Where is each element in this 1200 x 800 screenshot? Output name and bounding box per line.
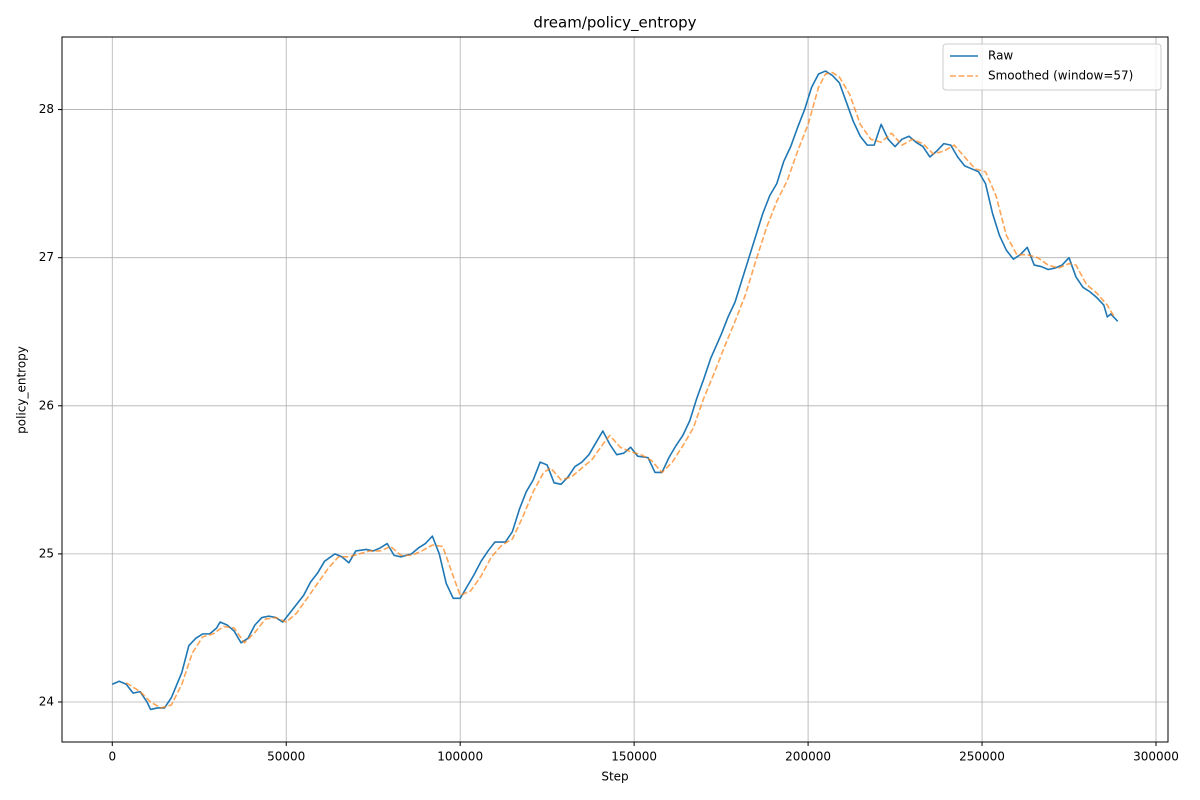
plot-frame <box>61 36 1169 743</box>
x-tick-label: 300000 <box>1133 750 1179 764</box>
y-tick-label: 26 <box>39 398 54 412</box>
chart-title: dream/policy_entropy <box>533 14 696 33</box>
legend-box <box>942 43 1162 91</box>
x-tick-label: 200000 <box>785 750 831 764</box>
grid <box>62 37 1168 742</box>
legend-label: Smoothed (window=57) <box>988 69 1133 83</box>
y-tick-label: 24 <box>39 695 54 709</box>
y-tick-label: 27 <box>39 250 54 264</box>
x-tick-label: 150000 <box>611 750 657 764</box>
y-axis-label: policy_entropy <box>15 346 29 434</box>
legend: Raw Smoothed (window=57) <box>942 43 1162 91</box>
x-tick-label: 50000 <box>267 750 305 764</box>
series-line <box>125 71 1115 709</box>
y-tick-label: 28 <box>39 102 54 116</box>
x-tick-label: 100000 <box>437 750 483 764</box>
y-tick-label: 25 <box>39 546 54 560</box>
axes: 0 50000 100000 150000 200000 250000 300000 24 25… <box>39 102 1179 763</box>
x-tick-label: 250000 <box>959 750 1005 764</box>
x-axis-label: Step <box>601 770 628 784</box>
legend-label: Raw <box>988 49 1013 63</box>
plot-lines <box>111 70 1119 711</box>
x-tick-label: 0 <box>108 750 116 764</box>
